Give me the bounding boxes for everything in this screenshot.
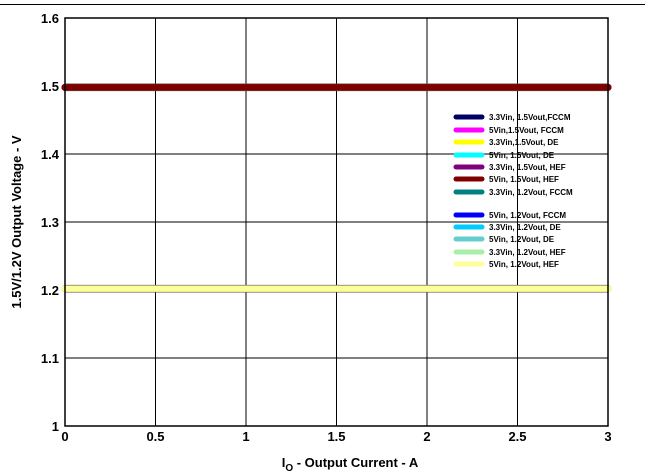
x-tick-label: 2 xyxy=(423,429,430,444)
x-tick-labels: 0 0.5 1 1.5 2 2.5 3 xyxy=(61,429,611,444)
legend-label: 5Vin, 1.5Vout, DE xyxy=(489,151,555,160)
y-tick-labels: 1 1.1 1.2 1.3 1.4 1.5 1.6 xyxy=(41,11,60,434)
legend-label: 5Vin,1.5Vout, FCCM xyxy=(489,126,564,135)
legend-label: 5Vin, 1.2Vout, DE xyxy=(489,235,555,244)
x-tick-label: 0.5 xyxy=(146,429,164,444)
x-axis-label-sub: O xyxy=(285,463,293,472)
x-tick-label: 0 xyxy=(61,429,68,444)
x-tick-label: 1 xyxy=(242,429,249,444)
series-group xyxy=(61,83,612,293)
y-tick-label: 1.1 xyxy=(41,351,59,366)
grid xyxy=(65,18,608,426)
legend-label: 3.3Vin, 1.2Vout, DE xyxy=(489,223,561,232)
legend-label: 5Vin, 1.5Vout, HEF xyxy=(489,175,559,184)
y-axis-label: 1.5V/1.2V Output Voltage - V xyxy=(9,135,24,308)
y-tick-label: 1 xyxy=(52,419,59,434)
legend-label: 3.3Vin, 1.2Vout, FCCM xyxy=(489,188,573,197)
legend-label: 3.3Vin, 1.5Vout,FCCM xyxy=(489,113,571,122)
plot-frame xyxy=(64,17,609,427)
y-tick-label: 1.3 xyxy=(41,215,59,230)
legend: 3.3Vin, 1.5Vout,FCCM 5Vin,1.5Vout, FCCM 3.… xyxy=(453,113,573,269)
legend-label: 5Vin, 1.2Vout, FCCM xyxy=(489,211,566,220)
x-axis-label: IO - Output Current - A xyxy=(282,455,419,472)
legend-label: 3.3Vin,1.5Vout, DE xyxy=(489,138,559,147)
y-tick-label: 1.4 xyxy=(41,147,60,162)
y-tick-label: 1.6 xyxy=(41,11,59,26)
y-tick-label: 1.2 xyxy=(41,283,59,298)
x-axis-label-main: I xyxy=(282,455,286,470)
x-tick-label: 2.5 xyxy=(508,429,526,444)
legend-label: 3.3Vin, 1.5Vout, HEF xyxy=(489,163,566,172)
x-axis-label-rest: - Output Current - A xyxy=(293,455,419,470)
x-tick-label: 3 xyxy=(604,429,611,444)
legend-label: 5Vin, 1.2Vout, HEF xyxy=(489,260,559,269)
legend-label: 3.3Vin, 1.2Vout, HEF xyxy=(489,248,566,257)
y-tick-label: 1.5 xyxy=(41,79,59,94)
x-tick-label: 1.5 xyxy=(327,429,345,444)
